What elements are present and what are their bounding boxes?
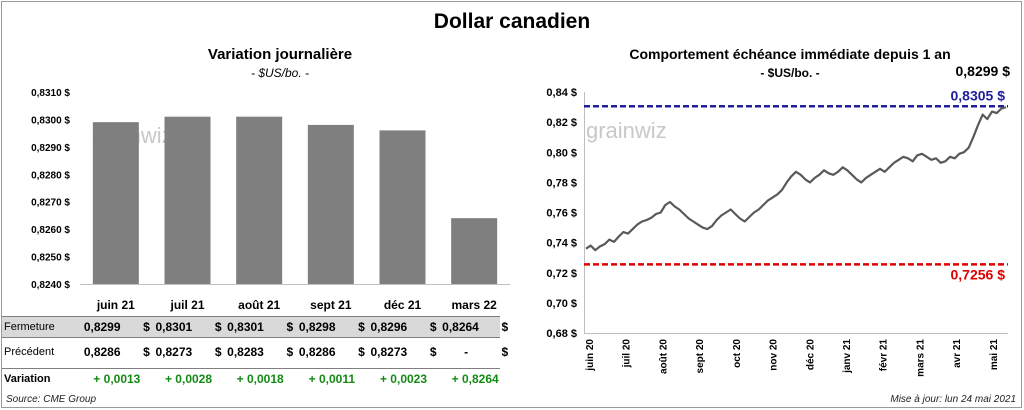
x-tick-label: mars 22 — [451, 298, 497, 312]
y-tick-label: 0,8250 $ — [31, 253, 70, 264]
cell-value: 0,8301 — [155, 320, 193, 334]
x-tick-label: déc 20 — [805, 339, 816, 371]
y-tick-label: 0,8310 $ — [31, 88, 70, 99]
table-row: Précédent 0,8286 $0,8273 $0,8283 $0,8286 $0,8… — [2, 342, 508, 364]
x-tick-label: oct 20 — [732, 339, 743, 368]
cell-currency: $ — [358, 320, 365, 334]
table-cell: + 0,0023 — [379, 372, 428, 386]
cell-value: 0,8273 — [370, 345, 408, 359]
x-tick-label: juin 21 — [96, 298, 135, 312]
row-label: Fermeture — [4, 321, 55, 333]
x-tick-label: sept 20 — [695, 339, 706, 374]
cell-value: 0,8301 — [227, 320, 264, 334]
x-tick-label: août 21 — [238, 298, 280, 312]
y-tick-label: 0,82 $ — [546, 117, 577, 129]
x-tick-label: mars 21 — [915, 339, 926, 377]
cell-currency: $ — [214, 320, 222, 334]
cell-currency: $ — [286, 320, 294, 334]
y-tick-label: 0,8280 $ — [31, 170, 70, 181]
y-tick-label: 0,76 $ — [546, 208, 577, 220]
y-tick-label: 0,84 $ — [546, 87, 577, 99]
y-tick-label: 0,8270 $ — [31, 198, 70, 209]
low-reference-label: 0,7256 $ — [951, 266, 1006, 282]
bar — [307, 124, 354, 285]
bar — [451, 218, 498, 284]
y-tick-label: 0,74 $ — [546, 238, 577, 250]
cell-value: - — [464, 345, 469, 359]
cell-currency: $ — [358, 345, 365, 359]
cell-value: 0,8283 — [227, 345, 264, 359]
bar — [164, 116, 211, 284]
table-row: Fermeture 0,8299 $0,8301 $0,8301 $0,8298 $0,8… — [2, 316, 508, 338]
watermark-text: grainwiz — [586, 118, 667, 143]
page-title: Dollar canadien — [433, 10, 591, 33]
table-cell: + 0,0028 — [164, 372, 213, 386]
table-cell: + 0,0013 — [93, 372, 141, 386]
x-tick-label: nov 20 — [769, 339, 780, 371]
y-tick-label: 0,70 $ — [546, 298, 577, 310]
x-tick-label: avr 21 — [952, 339, 963, 368]
cell-currency: $ — [429, 345, 437, 359]
cell-currency: $ — [501, 320, 509, 334]
x-tick-label: juil 20 — [622, 339, 633, 369]
table-cell: + 0,0018 — [236, 372, 284, 386]
source-note: Source: CME Group — [6, 394, 97, 405]
y-tick-label: 0,78 $ — [546, 177, 577, 189]
cell-currency: $ — [501, 345, 509, 359]
y-tick-label: 0,68 $ — [546, 328, 577, 340]
x-tick-label: févr 21 — [879, 339, 890, 372]
x-tick-label: juil 21 — [169, 298, 204, 312]
x-tick-label: juin 20 — [585, 339, 596, 372]
left-chart-title: Variation journalière — [207, 46, 353, 63]
bar — [236, 116, 283, 284]
x-tick-label: sept 21 — [310, 298, 352, 312]
cell-value: 0,8286 — [298, 345, 336, 359]
bar — [379, 130, 426, 284]
cell-value: 0,8299 — [83, 320, 121, 334]
right-chart-unit: - $US/bo. - — [760, 66, 820, 80]
y-tick-label: 0,8260 $ — [31, 225, 70, 236]
cell-currency: $ — [286, 345, 294, 359]
cell-value: 0,8273 — [155, 345, 193, 359]
y-tick-label: 0,8300 $ — [31, 115, 70, 126]
cell-currency: $ — [429, 320, 437, 334]
update-note: Mise à jour: lun 24 mai 2021 — [890, 394, 1016, 405]
left-chart-unit: - $US/bo. - — [250, 66, 310, 80]
y-tick-label: 0,8290 $ — [31, 143, 70, 154]
cell-value: 0,8264 — [442, 320, 479, 334]
y-tick-label: 0,8240 $ — [31, 280, 70, 291]
bar — [92, 122, 139, 285]
cell-currency: $ — [143, 345, 150, 359]
table-row: Variation + 0,0013 + 0,0028 + 0,0018 + 0,001… — [2, 368, 500, 390]
table-cell: + 0,8264 — [451, 372, 499, 386]
cell-value: 0,8286 — [83, 345, 121, 359]
x-tick-label: mai 21 — [989, 339, 1000, 371]
x-tick-label: août 20 — [658, 339, 669, 374]
cell-currency: $ — [214, 345, 222, 359]
cell-value: 0,8296 — [370, 320, 408, 334]
cell-value: 0,8298 — [298, 320, 336, 334]
y-tick-label: 0,72 $ — [546, 268, 577, 280]
right-chart-title: Comportement échéance immédiate depuis 1… — [629, 46, 951, 62]
x-tick-label: déc 21 — [384, 298, 422, 312]
cell-currency: $ — [143, 320, 150, 334]
row-label: Variation — [4, 373, 51, 385]
x-tick-label: janv 21 — [842, 339, 853, 374]
last-value-label: 0,8299 $ — [956, 63, 1011, 79]
high-reference-label: 0,8305 $ — [951, 87, 1006, 103]
table-cell: + 0,0011 — [308, 372, 356, 386]
y-tick-label: 0,80 $ — [546, 147, 577, 159]
series-line — [585, 106, 1007, 252]
row-label: Précédent — [4, 346, 55, 358]
